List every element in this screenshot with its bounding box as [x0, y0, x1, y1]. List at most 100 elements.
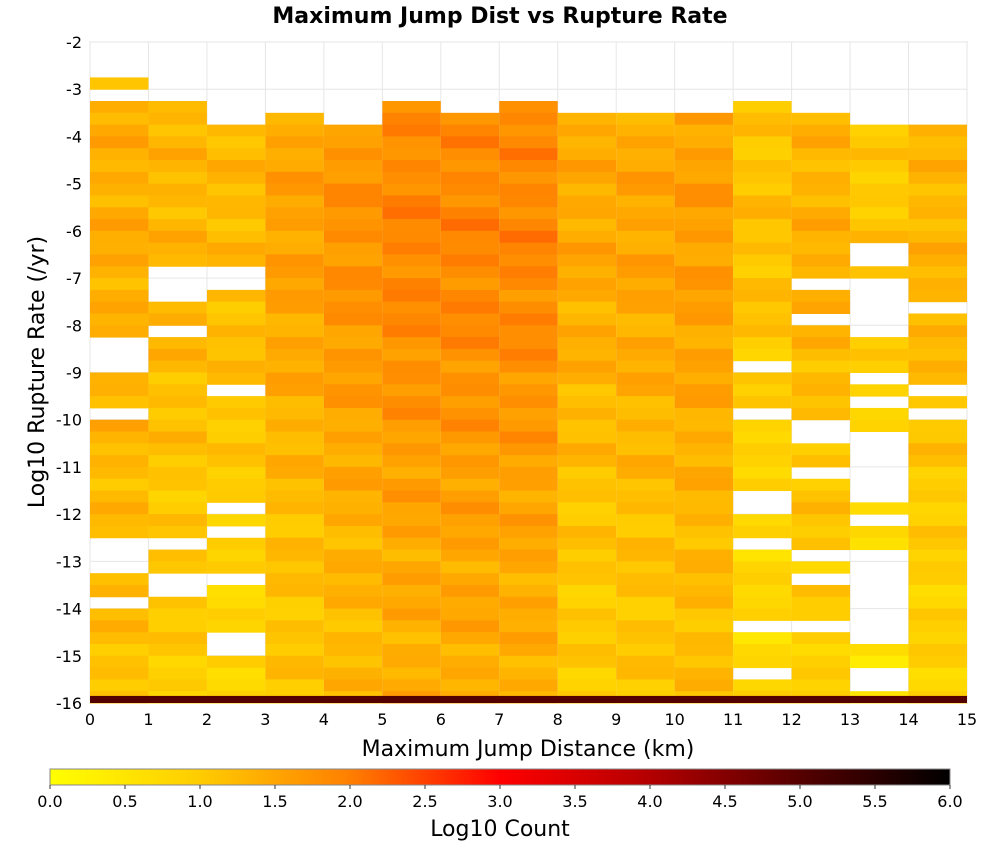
heatmap-cell — [148, 679, 207, 692]
heatmap-cell — [90, 289, 149, 303]
heatmap-cell — [90, 573, 149, 586]
heatmap-cell — [791, 443, 851, 456]
heatmap-cell — [499, 325, 558, 338]
heatmap-cell — [908, 348, 967, 362]
heatmap-cell — [557, 384, 617, 397]
heatmap-cell — [674, 337, 734, 350]
heatmap-cell — [265, 230, 324, 244]
x-axis-ticks: 0 1 2 3 4 5 6 7 8 9 10 11 12 13 14 15 — [85, 710, 977, 729]
heatmap-cell — [908, 596, 967, 610]
heatmap-cell — [382, 195, 441, 208]
heatmap-cell — [499, 643, 558, 657]
heatmap-cell — [674, 313, 734, 326]
heatmap-cell — [265, 537, 324, 551]
heatmap-cell — [148, 254, 207, 267]
heatmap-cell — [440, 643, 500, 657]
heatmap-cell — [674, 183, 734, 196]
heatmap-cell — [499, 525, 558, 539]
heatmap-cell — [323, 266, 383, 279]
heatmap-cell — [791, 384, 851, 397]
heatmap-cell — [733, 219, 792, 232]
heatmap-cell — [616, 478, 675, 492]
heatmap-cell — [440, 313, 500, 326]
heatmap-cell — [148, 384, 207, 397]
heatmap-cell — [382, 242, 441, 255]
heatmap-cell — [206, 679, 266, 692]
heatmap-cell — [908, 266, 967, 279]
heatmap-cell — [674, 596, 734, 610]
heatmap-cell — [265, 596, 324, 610]
heatmap-cell — [323, 148, 383, 161]
heatmap-cell — [382, 407, 441, 421]
x-tick-label: 8 — [553, 710, 563, 729]
heatmap-cell — [148, 514, 207, 527]
heatmap-cell — [90, 124, 149, 137]
heatmap-cell — [499, 478, 558, 492]
heatmap-cell — [382, 478, 441, 492]
y-axis-ticks: -2 -3 -4 -5 -6 -7 -8 -9 -10 -11 -12 -13 -14 -15 -16 — [56, 33, 82, 713]
heatmap-cell — [557, 502, 617, 515]
heatmap-cell — [499, 171, 558, 185]
heatmap-cell — [499, 337, 558, 350]
heatmap-cell — [90, 136, 149, 149]
heatmap-cell — [206, 596, 266, 610]
heatmap-cell — [674, 289, 734, 303]
colorbar-tick-label: 5.5 — [862, 792, 887, 811]
heatmap-cell — [557, 171, 617, 185]
heatmap-cell — [733, 584, 792, 598]
heatmap-cell — [440, 148, 500, 161]
heatmap-cell — [616, 407, 675, 421]
heatmap-cell — [440, 325, 500, 338]
heatmap-cell — [499, 278, 558, 291]
heatmap-cell — [440, 266, 500, 279]
heatmap-cell — [733, 148, 792, 161]
heatmap-cell — [791, 112, 851, 126]
heatmap-cell — [206, 183, 266, 196]
heatmap-cell — [850, 160, 909, 173]
heatmap-cell — [908, 148, 967, 161]
heatmap-cell — [90, 632, 149, 645]
heatmap-cell — [616, 584, 675, 598]
heatmap-cell — [265, 301, 324, 314]
heatmap-cell — [382, 160, 441, 173]
heatmap-cell — [323, 478, 383, 492]
heatmap-cell — [733, 655, 792, 669]
x-tick-label: 13 — [840, 710, 860, 729]
heatmap-cell — [323, 679, 383, 692]
heatmap-cell — [557, 407, 617, 421]
x-tick-label: 1 — [143, 710, 153, 729]
heatmap-cell — [557, 313, 617, 326]
heatmap-cell — [265, 632, 324, 645]
heatmap-cell — [791, 502, 851, 515]
heatmap-cell — [265, 372, 324, 385]
heatmap-cell — [850, 230, 909, 244]
heatmap-cell — [323, 561, 383, 574]
heatmap-cell — [440, 502, 500, 515]
heatmap-cell — [674, 160, 734, 173]
heatmap-cell — [557, 455, 617, 468]
heatmap-cell — [148, 561, 207, 574]
heatmap-cell — [791, 219, 851, 232]
heatmap-cell — [206, 431, 266, 444]
heatmap-cell — [733, 514, 792, 527]
heatmap-cell — [791, 655, 851, 669]
heatmap-cell — [440, 219, 500, 232]
heatmap-cell — [791, 230, 851, 244]
heatmap-cell — [908, 207, 967, 220]
heatmap-cell — [674, 360, 734, 373]
heatmap-cell — [382, 254, 441, 267]
heatmap-cell — [674, 112, 734, 126]
colorbar-tick-label: 0.0 — [37, 792, 62, 811]
heatmap-cell — [323, 632, 383, 645]
heatmap-cell — [499, 230, 558, 244]
heatmap-cell — [382, 561, 441, 574]
heatmap-cell — [90, 207, 149, 220]
heatmap-cell — [850, 348, 909, 362]
heatmap-cell — [791, 490, 851, 503]
heatmap-cell — [674, 325, 734, 338]
heatmap-cell — [557, 573, 617, 586]
heatmap-cell — [674, 549, 734, 562]
heatmap-cell — [908, 632, 967, 645]
heatmap-cell — [499, 183, 558, 196]
heatmap-cell — [616, 549, 675, 562]
